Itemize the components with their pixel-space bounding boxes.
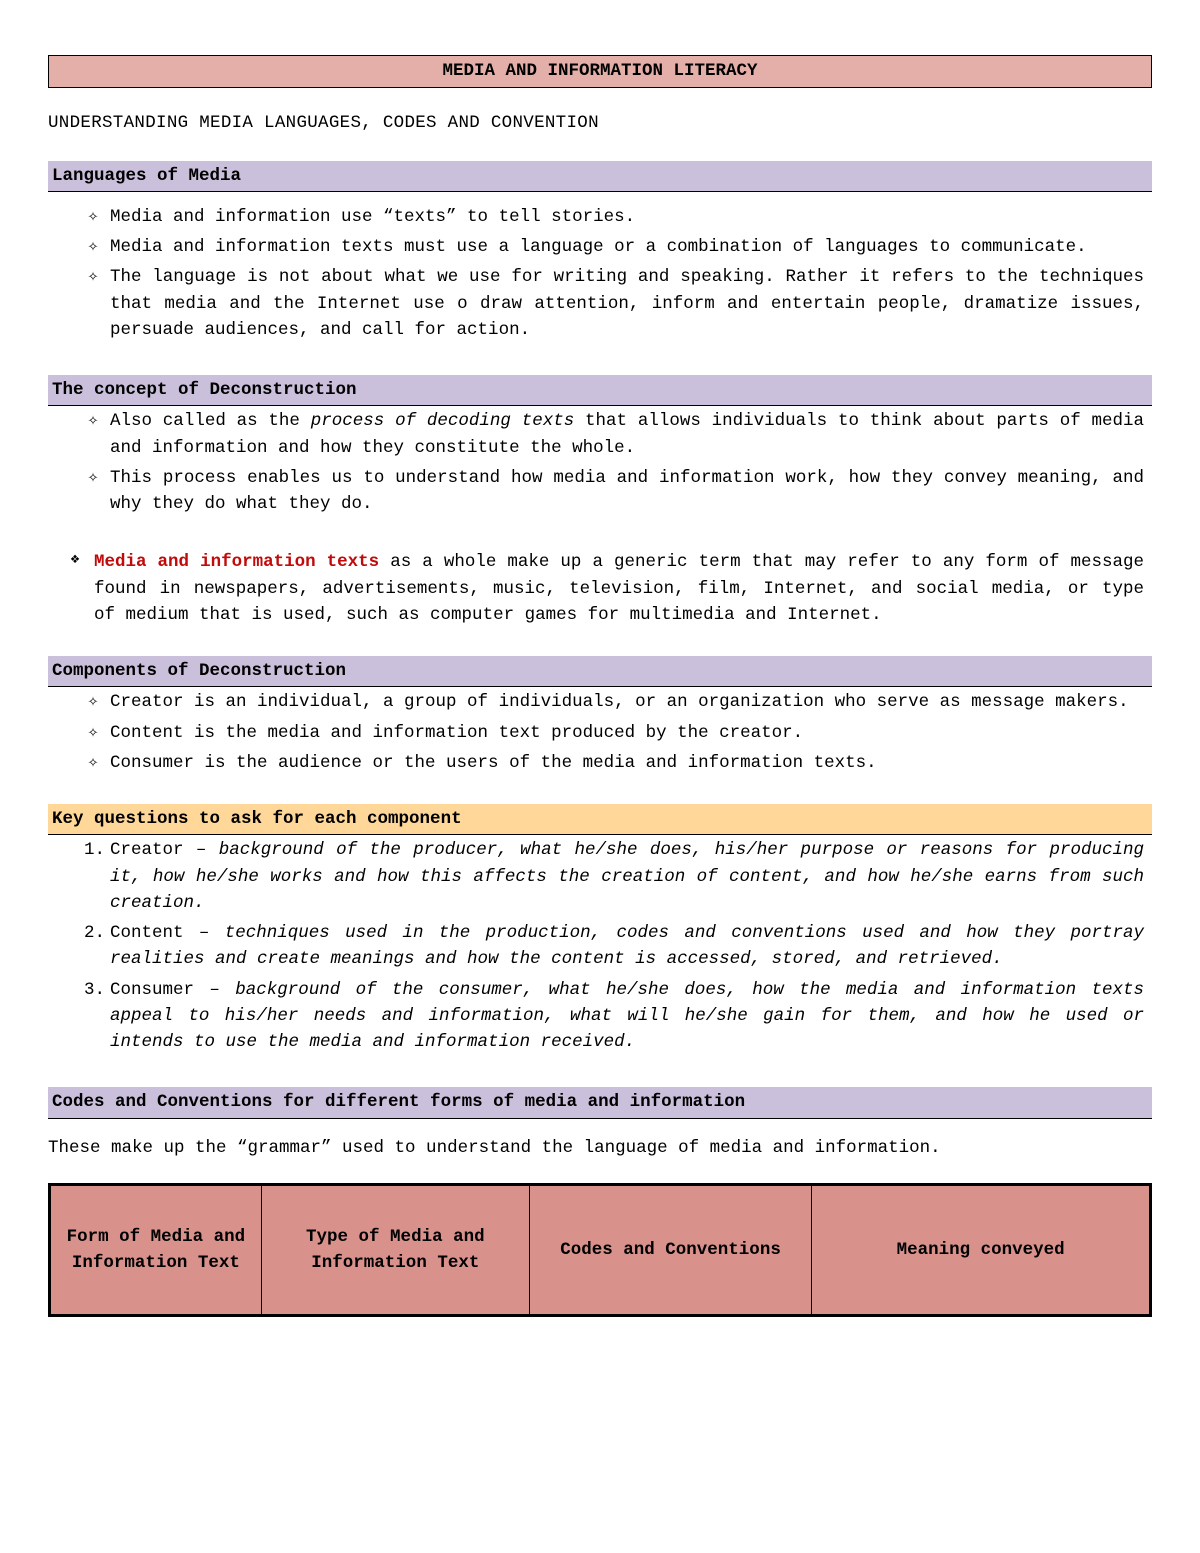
table-header-cell: Type of Media and Information Text [261, 1184, 529, 1316]
bullet-icon: ✧ [84, 264, 102, 343]
document-subtitle: UNDERSTANDING MEDIA LANGUAGES, CODES AND… [48, 110, 1152, 136]
bullet-icon: ❖ [66, 549, 84, 628]
bullet-icon: ✧ [84, 234, 102, 260]
bullet-icon: ✧ [84, 750, 102, 776]
bullet-icon: ✧ [84, 720, 102, 746]
bullet-text: This process enables us to understand ho… [110, 465, 1144, 518]
bullet-text: Creator is an individual, a group of ind… [110, 689, 1144, 715]
list-number: 1. [84, 837, 104, 916]
list-item-text: Creator – background of the producer, wh… [110, 837, 1144, 916]
bullet-list: ✧ Creator is an individual, a group of in… [48, 687, 1152, 794]
list-item-text: Content – techniques used in the product… [110, 920, 1144, 973]
numbered-list: 1.Creator – background of the producer, … [48, 835, 1152, 1077]
document-title: MEDIA AND INFORMATION LITERACY [48, 55, 1152, 88]
section-heading-key-questions: Key questions to ask for each component [48, 804, 1152, 835]
section-heading-deconstruction-concept: The concept of Deconstruction [48, 375, 1152, 406]
bullet-icon: ✧ [84, 408, 102, 461]
codes-conventions-table: Form of Media and Information Text Type … [48, 1183, 1152, 1318]
section-heading-codes-conventions: Codes and Conventions for different form… [48, 1087, 1152, 1118]
intro-text: These make up the “grammar” used to unde… [48, 1135, 1152, 1161]
table-header-cell: Meaning conveyed [812, 1184, 1151, 1316]
bullet-icon: ✧ [84, 465, 102, 518]
list-number: 3. [84, 977, 104, 1056]
bullet-list: ✧ Media and information use “texts” to te… [48, 192, 1152, 365]
bullet-text: Consumer is the audience or the users of… [110, 750, 1144, 776]
bullet-icon: ✧ [84, 689, 102, 715]
bullet-text: The language is not about what we use fo… [110, 264, 1144, 343]
list-number: 2. [84, 920, 104, 973]
section-heading-languages: Languages of Media [48, 161, 1152, 192]
bullet-text: Also called as the process of decoding t… [110, 408, 1144, 461]
bullet-list: ✧ Also called as the process of decoding… [48, 406, 1152, 535]
section-heading-components: Components of Deconstruction [48, 656, 1152, 687]
list-item-text: Consumer – background of the consumer, w… [110, 977, 1144, 1056]
bullet-text: Media and information use “texts” to tel… [110, 204, 1144, 230]
bullet-text: Media and information texts must use a l… [110, 234, 1144, 260]
table-header-row: Form of Media and Information Text Type … [50, 1184, 1151, 1316]
table-header-cell: Form of Media and Information Text [50, 1184, 262, 1316]
bullet-icon: ✧ [84, 204, 102, 230]
table-header-cell: Codes and Conventions [529, 1184, 811, 1316]
lead-text: Media and information texts as a whole m… [94, 549, 1144, 628]
lead-paragraph-block: ❖ Media and information texts as a whole… [48, 549, 1152, 646]
bullet-text: Content is the media and information tex… [110, 720, 1144, 746]
